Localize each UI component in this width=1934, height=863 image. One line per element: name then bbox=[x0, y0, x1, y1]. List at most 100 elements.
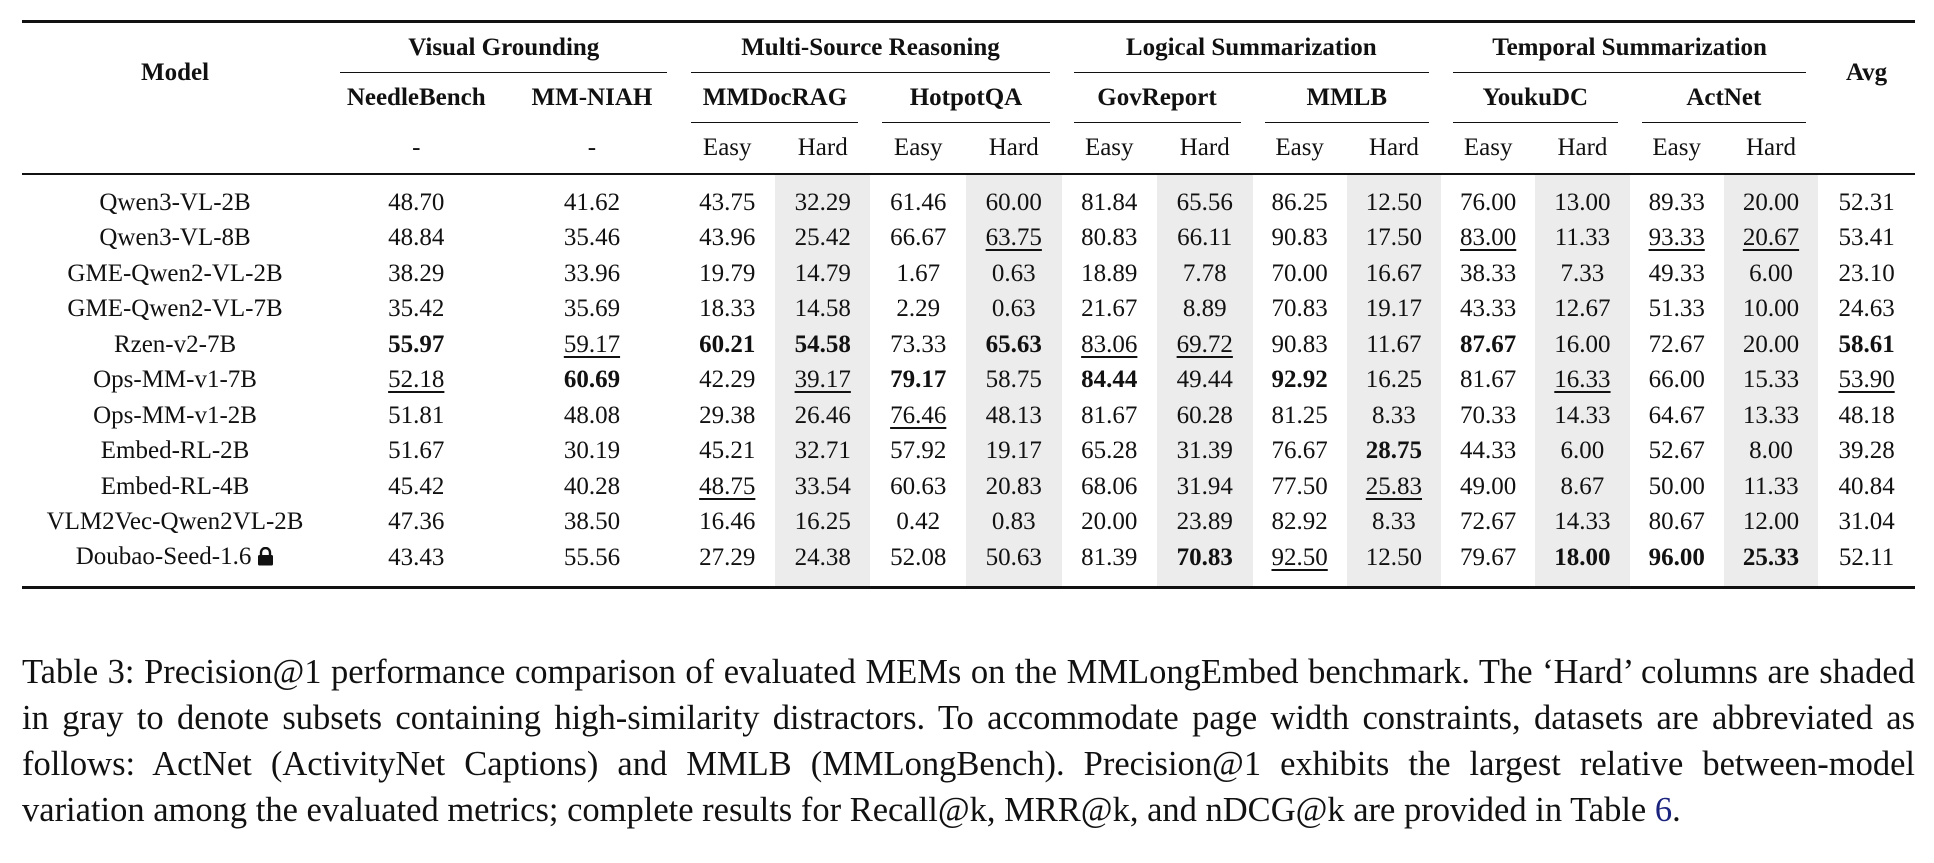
score-cell: 84.44 bbox=[1062, 363, 1158, 399]
model-name-cell: Rzen-v2-7B bbox=[22, 327, 328, 363]
score-value: 23.10 bbox=[1838, 259, 1895, 287]
score-value: 90.83 bbox=[1271, 224, 1328, 252]
table-row: Doubao-Seed-1.6 43.43 55.56 27.29 24.38 52.08… bbox=[22, 540, 1915, 587]
score-value: 70.83 bbox=[1271, 295, 1328, 323]
score-cell: 45.21 bbox=[679, 434, 775, 470]
score-value: 25.42 bbox=[794, 224, 851, 252]
score-value: 14.58 bbox=[794, 295, 851, 323]
score-value: 29.38 bbox=[699, 401, 756, 429]
table-row: Embed-RL-4B 45.42 40.28 48.75 33.54 60.63 20.8… bbox=[22, 469, 1915, 505]
score-cell: 25.83 bbox=[1346, 469, 1442, 505]
score-cell: 40.28 bbox=[504, 469, 679, 505]
score-value: 8.00 bbox=[1749, 437, 1793, 465]
score-cell: 69.72 bbox=[1157, 327, 1253, 363]
score-value: 76.67 bbox=[1271, 437, 1328, 465]
score-cell: 25.42 bbox=[774, 220, 871, 256]
score-cell: 1.67 bbox=[870, 256, 966, 292]
score-cell: 89.33 bbox=[1630, 174, 1724, 221]
score-value: 60.00 bbox=[985, 188, 1042, 216]
score-cell: 7.78 bbox=[1157, 256, 1253, 292]
score-value: 60.69 bbox=[563, 366, 621, 394]
score-value: 42.29 bbox=[699, 366, 756, 394]
score-cell: 93.33 bbox=[1630, 221, 1724, 257]
score-value: 49.00 bbox=[1460, 472, 1517, 500]
score-cell: 81.39 bbox=[1062, 540, 1158, 587]
score-value: 16.25 bbox=[794, 508, 851, 536]
score-cell: 18.00 bbox=[1535, 540, 1630, 587]
score-value: 28.75 bbox=[1365, 437, 1423, 465]
model-name: Embed-RL-4B bbox=[100, 472, 250, 500]
score-cell: 50.63 bbox=[965, 540, 1062, 587]
score-cell: 7.33 bbox=[1535, 256, 1630, 292]
score-value: 52.18 bbox=[388, 366, 445, 394]
score-value: 48.18 bbox=[1838, 401, 1895, 429]
difficulty-header: Hard bbox=[988, 134, 1039, 161]
score-cell: 13.00 bbox=[1535, 174, 1630, 221]
score-value: 33.96 bbox=[563, 259, 621, 287]
model-column-header: Model bbox=[141, 59, 210, 86]
score-cell: 60.21 bbox=[679, 327, 775, 363]
model-name-cell: Ops-MM-v1-2B bbox=[22, 398, 328, 434]
score-value: 11.33 bbox=[1743, 472, 1799, 500]
score-cell: 53.41 bbox=[1818, 221, 1915, 257]
score-cell: 65.28 bbox=[1062, 434, 1158, 470]
score-cell: 13.33 bbox=[1723, 398, 1819, 434]
score-value: 64.67 bbox=[1648, 401, 1705, 429]
score-value: 66.67 bbox=[890, 224, 947, 252]
score-value: 31.39 bbox=[1176, 437, 1233, 465]
table-row: GME-Qwen2-VL-7B 35.42 35.69 18.33 14.58 2.29 0… bbox=[22, 291, 1915, 328]
table-reference-link[interactable]: 6 bbox=[1654, 790, 1673, 829]
table-body: Qwen3-VL-2B 48.70 41.62 43.75 32.29 61.46 60.0… bbox=[22, 174, 1915, 587]
score-cell: 20.00 bbox=[1723, 174, 1819, 221]
score-cell: 96.00 bbox=[1630, 540, 1724, 587]
score-value: 72.67 bbox=[1460, 508, 1517, 536]
score-value: 60.28 bbox=[1176, 401, 1233, 429]
score-cell: 43.43 bbox=[328, 540, 504, 587]
score-value: 87.67 bbox=[1460, 330, 1517, 358]
score-cell: 81.67 bbox=[1441, 363, 1535, 399]
score-value: 6.00 bbox=[1560, 437, 1605, 465]
score-cell: 16.25 bbox=[774, 504, 871, 540]
dataset-header-mm-niah: MM-NIAH bbox=[531, 84, 653, 111]
score-value: 81.67 bbox=[1460, 366, 1517, 394]
score-value: 48.70 bbox=[388, 188, 445, 216]
model-name-cell: VLM2Vec-Qwen2VL-2B bbox=[22, 505, 328, 541]
score-value: 48.84 bbox=[388, 224, 445, 252]
score-value: 81.67 bbox=[1081, 401, 1138, 429]
score-value: 18.00 bbox=[1554, 543, 1611, 571]
score-cell: 8.89 bbox=[1157, 291, 1253, 327]
score-cell: 41.62 bbox=[504, 174, 679, 221]
score-cell: 31.94 bbox=[1157, 469, 1253, 505]
score-value: 73.33 bbox=[890, 330, 947, 358]
score-cell: 48.08 bbox=[504, 398, 679, 434]
score-cell: 27.29 bbox=[679, 540, 775, 587]
score-cell: 11.33 bbox=[1535, 220, 1630, 256]
model-name: Qwen3-VL-2B bbox=[99, 188, 251, 216]
score-cell: 19.17 bbox=[1346, 291, 1442, 327]
model-name: GME-Qwen2-VL-7B bbox=[67, 295, 283, 323]
score-cell: 8.00 bbox=[1723, 433, 1819, 469]
model-name-cell: Embed-RL-4B bbox=[22, 469, 328, 505]
score-cell: 0.42 bbox=[870, 505, 966, 541]
model-name-cell: Embed-RL-2B bbox=[22, 434, 328, 470]
score-cell: 11.33 bbox=[1723, 469, 1819, 505]
score-cell: 32.29 bbox=[774, 174, 871, 221]
score-value: 10.00 bbox=[1742, 295, 1800, 323]
difficulty-header: - bbox=[412, 134, 421, 161]
score-value: 27.29 bbox=[699, 543, 756, 571]
difficulty-header: Hard bbox=[1368, 134, 1419, 161]
score-cell: 47.36 bbox=[328, 505, 504, 541]
score-value: 76.00 bbox=[1460, 188, 1517, 216]
score-cell: 43.33 bbox=[1441, 292, 1535, 328]
score-value: 48.08 bbox=[563, 401, 621, 429]
score-value: 32.71 bbox=[794, 437, 851, 465]
score-value: 55.56 bbox=[563, 543, 621, 571]
score-cell: 8.33 bbox=[1346, 504, 1442, 540]
table-row: Embed-RL-2B 51.67 30.19 45.21 32.71 57.92 19.1… bbox=[22, 433, 1915, 470]
score-value: 63.75 bbox=[985, 224, 1042, 252]
score-value: 93.33 bbox=[1648, 224, 1705, 252]
score-cell: 30.19 bbox=[504, 434, 679, 470]
difficulty-header-row: - - Easy Hard Easy Hard Easy Hard Easy Hard Easy Ha… bbox=[22, 123, 1915, 174]
score-value: 25.33 bbox=[1742, 543, 1800, 571]
score-cell: 35.46 bbox=[504, 221, 679, 257]
